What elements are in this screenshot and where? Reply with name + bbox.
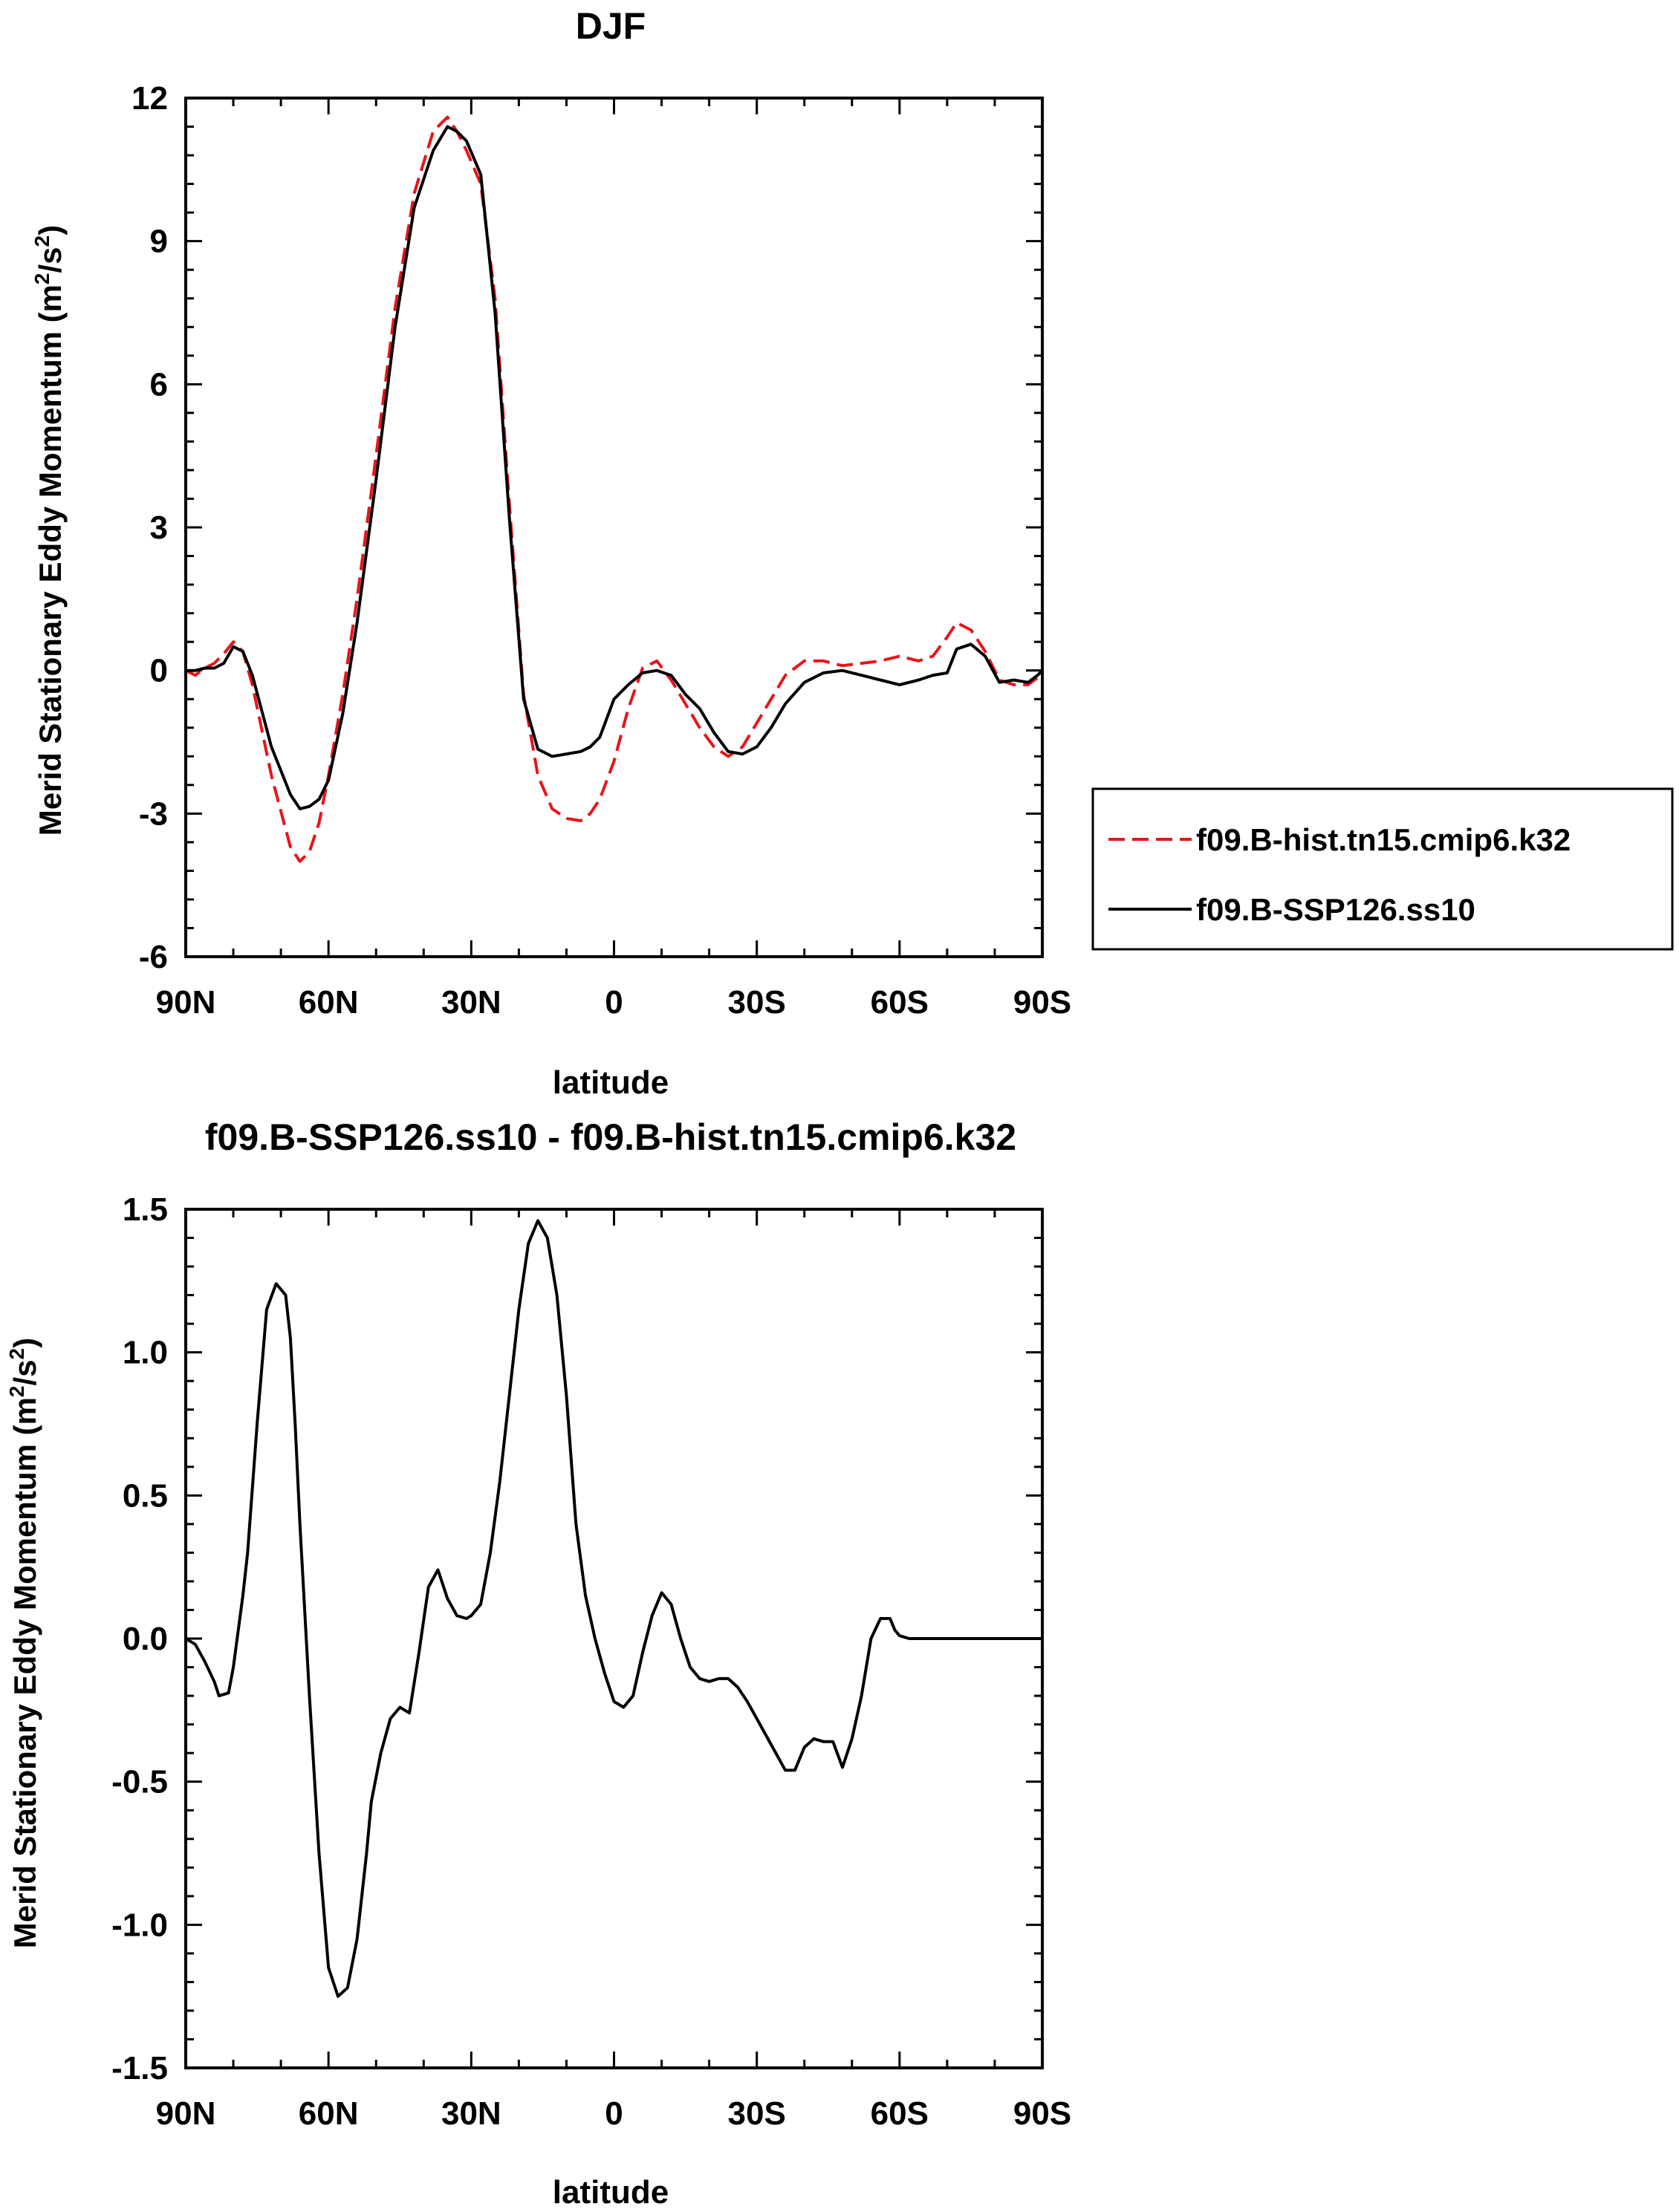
bottom-y-axis-label-main: Merid Stationary Eddy Momentum (m	[7, 1397, 42, 1948]
bottom-chart-title: f09.B-SSP126.ss10 - f09.B-hist.tn15.cmip…	[205, 1116, 1016, 1158]
bottom-y-tick-label: 1.0	[123, 1335, 168, 1371]
bottom-x-tick-label: 30S	[728, 2095, 786, 2132]
top-y-axis-label-main: Merid Stationary Eddy Momentum (m	[33, 284, 68, 836]
top-y-tick-label: 12	[131, 80, 168, 117]
bottom-x-tick-label: 0	[605, 2095, 623, 2132]
bottom-x-tick-label: 60S	[871, 2095, 929, 2132]
bottom-y-tick-label: -0.5	[111, 1764, 168, 1800]
top-y-axis-label-sup2: 2	[30, 235, 53, 247]
bottom-series-line-0	[184, 1219, 1042, 1998]
bottom-plot-area: 90N 60N 30N 0 30S 60S 90S -1.5 -1.0 -0.5 0.0 0.5 1.0…	[111, 1191, 1071, 2132]
top-x-tick-label: 60S	[871, 984, 929, 1021]
top-y-tick-label: -3	[139, 796, 168, 832]
top-y-tick-label: 3	[150, 510, 168, 546]
top-x-tick-label: 30N	[441, 984, 501, 1021]
bottom-panel: f09.B-SSP126.ss10 - f09.B-hist.tn15.cmip…	[5, 1116, 1071, 2211]
top-panel: DJF 90N 60N 30N 0 30S 60S 90S -6 -3 0 3 6 9 12 latitu…	[30, 5, 1674, 1101]
top-x-tick-label: 0	[605, 984, 623, 1021]
top-series-line-0	[185, 115, 1044, 863]
top-plot-frame	[184, 97, 1044, 958]
top-x-axis-label: latitude	[553, 1064, 669, 1101]
bottom-y-tick-label: 0.5	[123, 1477, 168, 1514]
bottom-y-axis-label-sup2: 2	[5, 1348, 28, 1360]
bottom-y-axis-label-mid: /s	[7, 1359, 42, 1385]
bottom-y-tick-label: 0.0	[123, 1621, 168, 1657]
top-chart-title: DJF	[576, 5, 646, 47]
top-x-tick-label: 30S	[728, 984, 786, 1021]
top-y-tick-label: -6	[139, 939, 168, 975]
bottom-x-tick-label: 90S	[1013, 2095, 1071, 2132]
top-y-tick-label: 9	[150, 224, 168, 260]
top-y-axis-label-mid: /s	[33, 247, 68, 273]
legend-label-ssp: f09.B-SSP126.ss10	[1196, 892, 1475, 927]
top-y-axis-label: Merid Stationary Eddy Momentum (m2/s2)	[30, 225, 68, 836]
bottom-x-tick-label: 30N	[441, 2095, 501, 2132]
top-y-axis-label-sup1: 2	[30, 273, 53, 284]
bottom-y-axis-label: Merid Stationary Eddy Momentum (m2/s2)	[5, 1338, 42, 1948]
bottom-x-tick-label: 90N	[156, 2095, 216, 2132]
top-y-tick-label: 6	[150, 366, 168, 403]
top-y-tick-label: 0	[150, 653, 168, 689]
top-x-tick-label: 90S	[1013, 984, 1071, 1021]
legend-box	[1091, 787, 1674, 951]
bottom-y-tick-label: -1.0	[111, 1907, 168, 1943]
top-y-axis-label-end: )	[33, 225, 68, 235]
bottom-y-tick-label: -1.5	[111, 2050, 168, 2086]
bottom-x-axis-label: latitude	[553, 2174, 669, 2211]
top-plot-area: 90N 60N 30N 0 30S 60S 90S -6 -3 0 3 6 9 12	[131, 80, 1071, 1021]
bottom-y-tick-label: 1.5	[123, 1191, 168, 1228]
top-x-tick-label: 60N	[299, 984, 359, 1021]
top-series-line-1	[186, 125, 1044, 810]
legend-label-hist: f09.B-hist.tn15.cmip6.k32	[1196, 822, 1571, 857]
top-x-tick-label: 90N	[156, 984, 216, 1021]
bottom-y-axis-label-sup1: 2	[5, 1385, 28, 1397]
bottom-y-axis-label-end: )	[7, 1338, 42, 1348]
legend: f09.B-hist.tn15.cmip6.k32 f09.B-SSP126.s…	[1091, 787, 1674, 951]
bottom-x-tick-label: 60N	[299, 2095, 359, 2132]
